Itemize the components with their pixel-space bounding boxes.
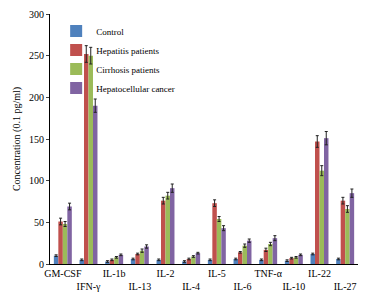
svg-text:IL-1b: IL-1b [103,268,126,279]
svg-text:0: 0 [39,259,44,270]
svg-text:IL-27: IL-27 [334,281,357,292]
svg-text:IL-6: IL-6 [234,281,252,292]
svg-text:IL-5: IL-5 [208,268,226,279]
svg-text:Control: Control [96,27,124,37]
svg-text:250: 250 [29,50,44,61]
svg-text:IL-10: IL-10 [282,281,305,292]
svg-text:150: 150 [29,134,44,145]
svg-text:TNF-α: TNF-α [254,268,282,279]
svg-text:Hepatitis patients: Hepatitis patients [96,46,159,56]
svg-text:IL-13: IL-13 [128,281,151,292]
svg-text:IL-2: IL-2 [157,268,175,279]
svg-text:100: 100 [29,175,44,186]
svg-text:300: 300 [29,9,44,20]
svg-text:IL-4: IL-4 [182,281,200,292]
svg-text:IL-22: IL-22 [308,268,331,279]
svg-text:IFN-γ: IFN-γ [77,281,101,292]
svg-text:200: 200 [29,92,44,103]
svg-text:Concentration (0.1 pg/ml): Concentration (0.1 pg/ml) [11,87,23,191]
svg-text:50: 50 [34,217,44,228]
svg-text:Hepatocellular cancer: Hepatocellular cancer [96,84,175,94]
svg-text:GM-CSF: GM-CSF [44,268,82,279]
svg-text:Cirrhosis patients: Cirrhosis patients [96,65,160,75]
